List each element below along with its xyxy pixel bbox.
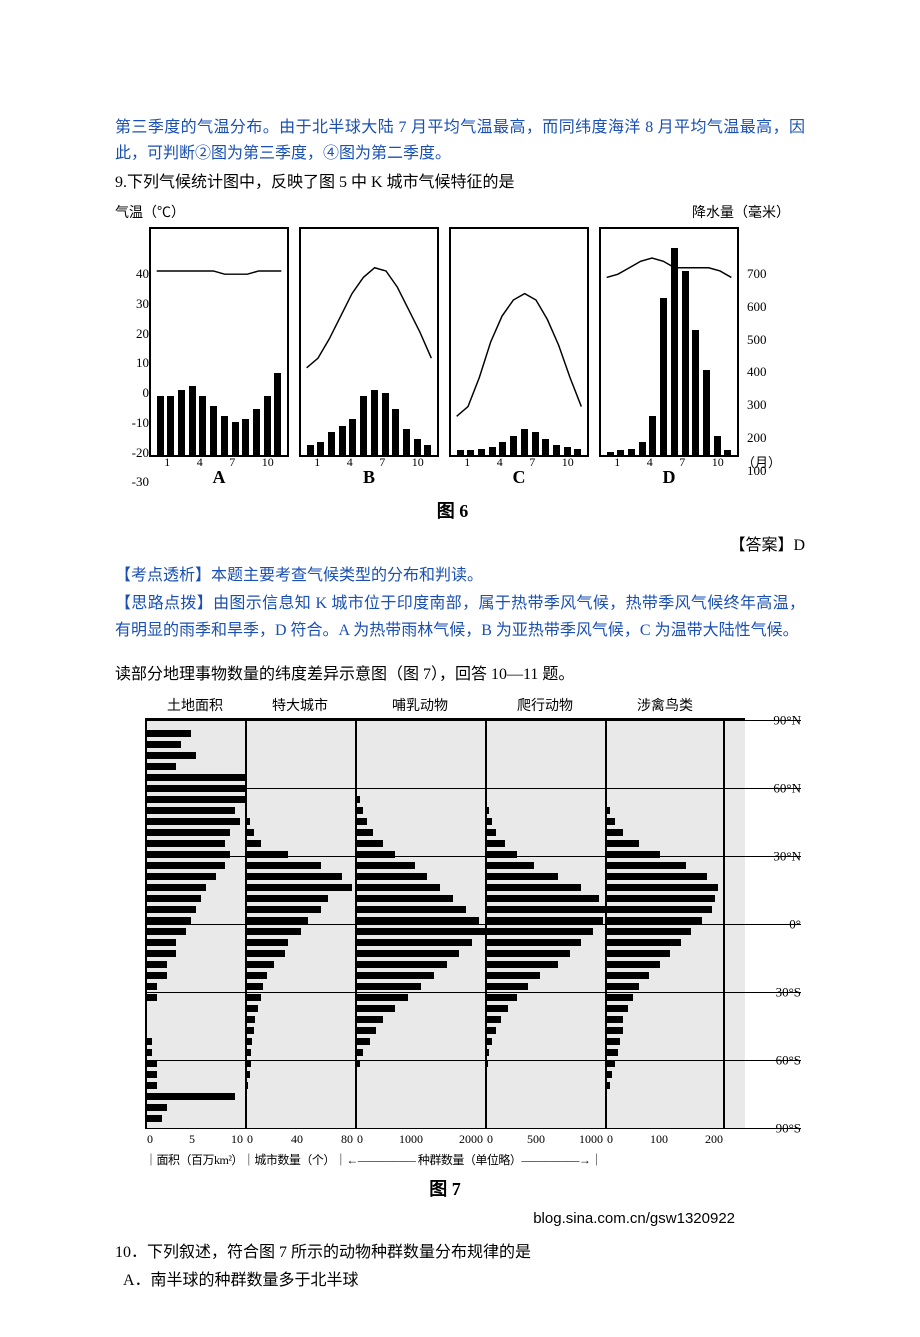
lat-label: 90°S: [772, 1117, 801, 1138]
q10-option-a: A．南半球的种群数量多于北半球: [123, 1268, 805, 1294]
figure-7-caption: 图 7: [145, 1175, 745, 1205]
analysis-9-silou: 【思路点拨】由图示信息知 K 城市位于印度南部，属于热带季风气候，热带季风气候终…: [115, 591, 805, 644]
lat-label: 30°N: [769, 845, 801, 866]
temp-axis-ticks: 403020100-10-20-30: [115, 263, 149, 493]
intro-blue: 第三季度的气温分布。由于北半球大陆 7 月平均气温最高，而同纬度海洋 8 月平均…: [115, 115, 805, 168]
fig7-column: [145, 720, 245, 1128]
climograph-panels: 14710147101471014710（月）: [149, 227, 739, 457]
figure-7-xaxis: 051004080010002000050010000100200: [145, 1130, 745, 1150]
temp-axis-label: 气温（℃）: [115, 202, 185, 225]
climograph-panel-D: 14710（月）: [599, 227, 739, 457]
fig7-col-title: 特大城市: [245, 695, 355, 718]
fig7-col-title: 哺乳动物: [355, 695, 485, 718]
fig7-col-title: 爬行动物: [485, 695, 605, 718]
figure-7-body: 90°N60°N30°N0°30°S60°S90°S: [145, 718, 745, 1128]
climograph-panel-C: 14710: [449, 227, 589, 457]
lat-label: 30°S: [772, 981, 801, 1002]
analysis-9-kaodian: 【考点透析】本题主要考查气候类型的分布和判读。: [115, 563, 805, 589]
month-label: （月）: [742, 452, 781, 473]
answer-9: 【答案】D: [115, 533, 805, 559]
figure-7: 土地面积特大城市哺乳动物爬行动物涉禽鸟类 90°N60°N30°N0°30°S6…: [115, 695, 805, 1232]
figure-7-intro: 读部分地理事物数量的纬度差异示意图（图 7），回答 10—11 题。: [115, 662, 805, 688]
question-10: 10．下列叙述，符合图 7 所示的动物种群数量分布规律的是: [115, 1240, 805, 1266]
figure-7-col-titles: 土地面积特大城市哺乳动物爬行动物涉禽鸟类: [145, 695, 745, 718]
lat-label: 0°: [785, 913, 801, 934]
figure-6-caption: 图 6: [115, 497, 790, 527]
precip-axis-label: 降水量（毫米）: [692, 202, 790, 225]
fig7-col-title: 土地面积: [145, 695, 245, 718]
fig7-col-title: 涉禽鸟类: [605, 695, 725, 718]
lat-label: 90°N: [769, 709, 801, 730]
fig7-column: [485, 720, 605, 1128]
figure-6: 气温（℃） 降水量（毫米） 403020100-10-20-30 1471014…: [115, 202, 805, 526]
lat-label: 60°S: [772, 1049, 801, 1070]
lat-label: 60°N: [769, 777, 801, 798]
fig7-column: [605, 720, 725, 1128]
question-9: 9.下列气候统计图中，反映了图 5 中 K 城市气候特征的是: [115, 170, 805, 196]
climograph-panel-B: 14710: [299, 227, 439, 457]
climograph-panel-A: 14710: [149, 227, 289, 457]
fig7-column: [355, 720, 485, 1128]
fig7-column: [245, 720, 355, 1128]
figure-7-bottom-labels: ｜面积（百万km²）｜城市数量（个）｜←————— 种群数量（单位略）—————…: [145, 1151, 745, 1171]
blog-url: blog.sina.com.cn/gsw1320922: [145, 1207, 745, 1232]
